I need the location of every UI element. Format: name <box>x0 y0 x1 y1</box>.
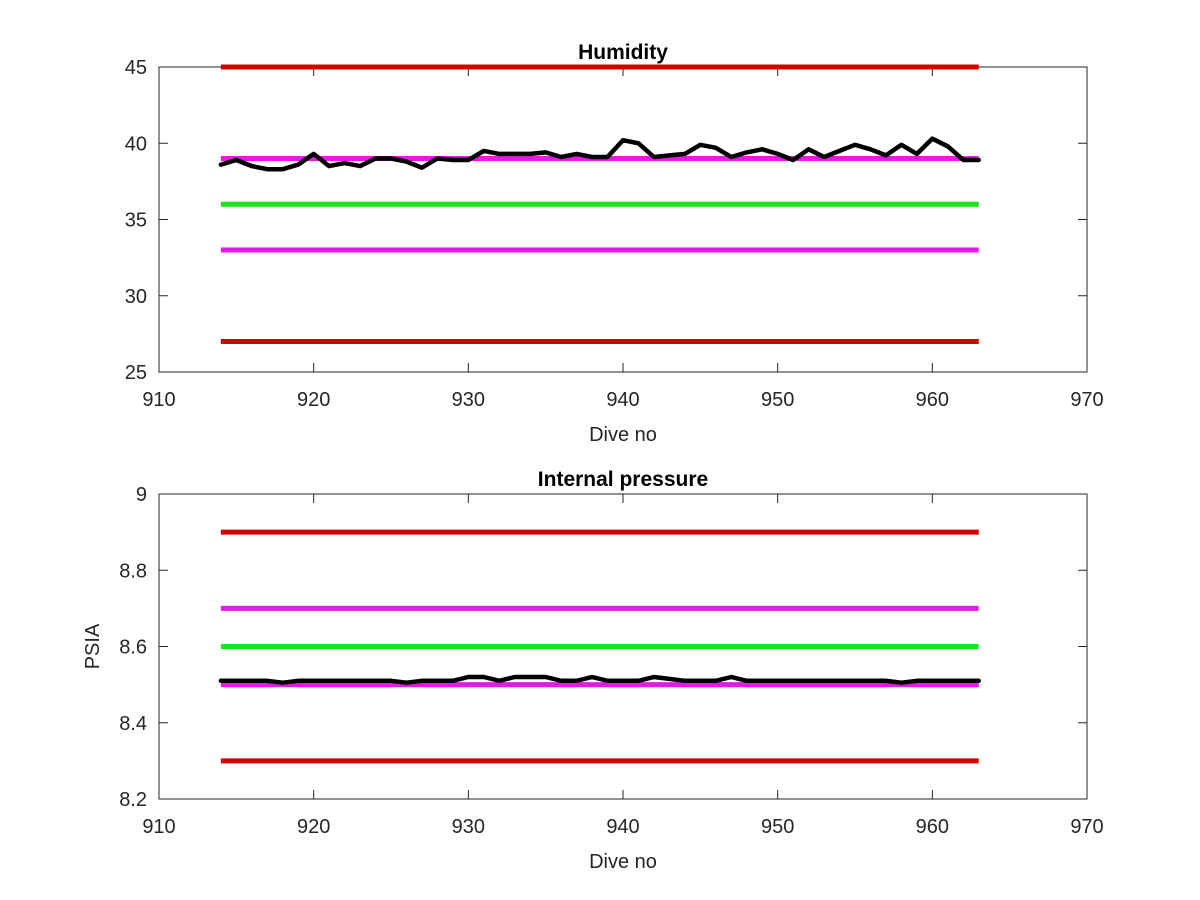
pressure-x-tick-label: 910 <box>142 816 175 838</box>
humidity-y-tick-label: 45 <box>125 57 147 79</box>
pressure-x-tick-label: 960 <box>916 816 949 838</box>
humidity-chart-title: Humidity <box>578 41 668 64</box>
pressure-x-tick-label: 950 <box>761 816 794 838</box>
humidity-x-tick-label: 940 <box>606 389 639 411</box>
pressure-y-tick-label: 8.4 <box>119 713 147 735</box>
pressure-x-tick-label: 930 <box>452 816 485 838</box>
pressure-y-tick-label: 9 <box>136 484 147 506</box>
humidity-x-tick-label: 950 <box>761 389 794 411</box>
pressure-y-axis-label: PSIA <box>82 623 104 669</box>
humidity-x-tick-label: 960 <box>916 389 949 411</box>
humidity-x-tick-label: 910 <box>142 389 175 411</box>
humidity-x-axis-label: Dive no <box>589 424 657 446</box>
humidity-y-tick-label: 30 <box>125 286 147 308</box>
pressure-x-tick-label: 940 <box>606 816 639 838</box>
humidity-y-tick-label: 35 <box>125 210 147 232</box>
pressure-y-tick-label: 8.2 <box>119 789 147 811</box>
humidity-data-line <box>218 136 981 172</box>
pressure-x-tick-label: 920 <box>297 816 330 838</box>
humidity-x-tick-label: 920 <box>297 389 330 411</box>
pressure-x-tick-label: 970 <box>1070 816 1103 838</box>
humidity-y-tick-label: 40 <box>125 133 147 155</box>
humidity-axes-frame <box>158 66 1088 373</box>
pressure-data-line <box>218 674 981 685</box>
pressure-y-tick-label: 8.8 <box>119 560 147 582</box>
pressure-chart-title: Internal pressure <box>538 468 708 491</box>
internal-pressure-panel: 910 920 930 940 950 960 970 8.2 8.4 8.6 8.8 9 Intern… <box>82 468 1104 873</box>
humidity-panel: 910 920 930 940 950 960 970 25 30 35 40 45 Humidity D… <box>125 41 1104 446</box>
humidity-x-tick-label: 970 <box>1070 389 1103 411</box>
humidity-y-tick-label: 25 <box>125 362 147 384</box>
pressure-y-tick-label: 8.6 <box>119 637 147 659</box>
humidity-x-tick-label: 930 <box>452 389 485 411</box>
pressure-x-axis-label: Dive no <box>589 851 657 873</box>
